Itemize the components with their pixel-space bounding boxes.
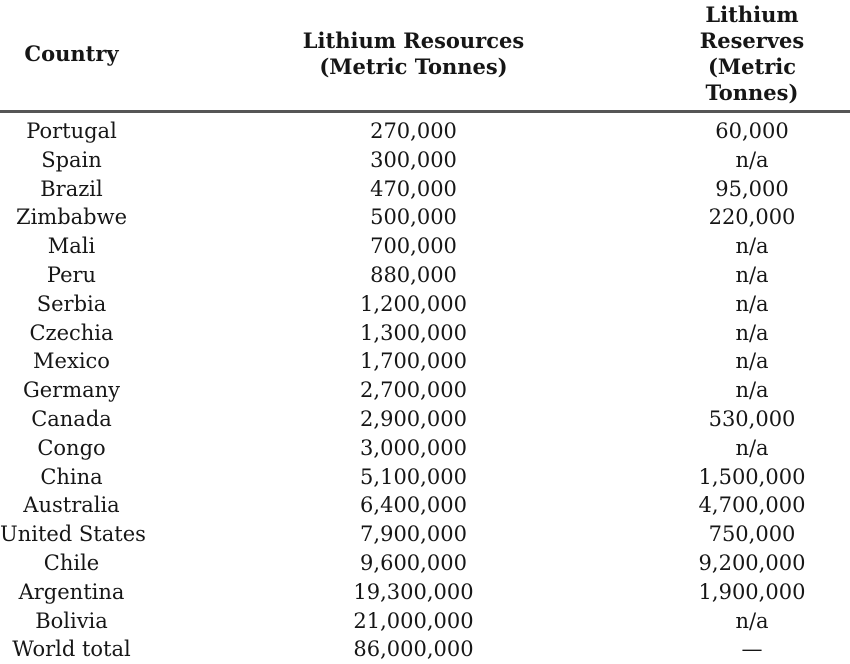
- cell-country: Germany: [0, 376, 143, 405]
- cell-country: World total: [0, 635, 143, 664]
- cell-resources: 5,100,000: [143, 463, 684, 492]
- column-header-label: Country: [0, 41, 143, 67]
- cell-reserves: n/a: [684, 319, 850, 348]
- column-header-resources: Lithium Resources (Metric Tonnes): [143, 0, 684, 112]
- cell-resources: 500,000: [143, 203, 684, 232]
- cell-reserves: 1,500,000: [684, 463, 850, 492]
- cell-resources: 7,900,000: [143, 520, 684, 549]
- cell-country: Spain: [0, 146, 143, 175]
- cell-resources: 880,000: [143, 261, 684, 290]
- cell-resources: 470,000: [143, 175, 684, 204]
- cell-resources: 1,700,000: [143, 347, 684, 376]
- cell-reserves: n/a: [684, 376, 850, 405]
- cell-country: Mexico: [0, 347, 143, 376]
- cell-country: United States: [0, 520, 143, 549]
- cell-country: Chile: [0, 549, 143, 578]
- cell-reserves: 1,900,000: [684, 578, 850, 607]
- cell-reserves: n/a: [684, 434, 850, 463]
- column-header-sublabel: (Metric Tonnes): [143, 54, 684, 80]
- table-header: Country Lithium Resources (Metric Tonnes…: [0, 0, 850, 112]
- cell-reserves: n/a: [684, 607, 850, 636]
- cell-reserves: 220,000: [684, 203, 850, 232]
- cell-resources: 1,200,000: [143, 290, 684, 319]
- cell-reserves: n/a: [684, 146, 850, 175]
- cell-resources: 19,300,000: [143, 578, 684, 607]
- column-header-label: Lithium Resources: [143, 28, 684, 54]
- cell-resources: 270,000: [143, 112, 684, 146]
- cell-country: Bolivia: [0, 607, 143, 636]
- cell-resources: 2,900,000: [143, 405, 684, 434]
- cell-reserves: 750,000: [684, 520, 850, 549]
- cell-country: Czechia: [0, 319, 143, 348]
- cell-resources: 300,000: [143, 146, 684, 175]
- column-header-country: Country: [0, 0, 143, 112]
- header-row: Country Lithium Resources (Metric Tonnes…: [0, 0, 850, 112]
- cell-country: Peru: [0, 261, 143, 290]
- cell-resources: 1,300,000: [143, 319, 684, 348]
- cell-resources: 3,000,000: [143, 434, 684, 463]
- cell-reserves: 95,000: [684, 175, 850, 204]
- cell-country: Argentina: [0, 578, 143, 607]
- cell-reserves: n/a: [684, 347, 850, 376]
- column-header-reserves: Lithium Reserves (Metric Tonnes): [684, 0, 850, 112]
- cell-reserves: 60,000: [684, 112, 850, 146]
- cell-reserves: n/a: [684, 261, 850, 290]
- cell-reserves: 4,700,000: [684, 491, 850, 520]
- cell-reserves: 9,200,000: [684, 549, 850, 578]
- cell-reserves: —: [684, 635, 850, 664]
- cell-country: Zimbabwe: [0, 203, 143, 232]
- cell-resources: 9,600,000: [143, 549, 684, 578]
- column-header-sublabel: (Metric Tonnes): [684, 54, 820, 106]
- cell-country: Congo: [0, 434, 143, 463]
- cell-resources: 2,700,000: [143, 376, 684, 405]
- cell-country: Portugal: [0, 112, 143, 146]
- cell-reserves: 530,000: [684, 405, 850, 434]
- cell-country: Canada: [0, 405, 143, 434]
- cell-country: China: [0, 463, 143, 492]
- cell-reserves: n/a: [684, 290, 850, 319]
- cell-resources: 21,000,000: [143, 607, 684, 636]
- column-header-label: Lithium Reserves: [684, 2, 820, 54]
- cell-country: Australia: [0, 491, 143, 520]
- cell-reserves: n/a: [684, 232, 850, 261]
- cell-country: Mali: [0, 232, 143, 261]
- cell-resources: 700,000: [143, 232, 684, 261]
- cell-resources: 6,400,000: [143, 491, 684, 520]
- cell-resources: 86,000,000: [143, 635, 684, 664]
- cell-country: Brazil: [0, 175, 143, 204]
- cell-country: Serbia: [0, 290, 143, 319]
